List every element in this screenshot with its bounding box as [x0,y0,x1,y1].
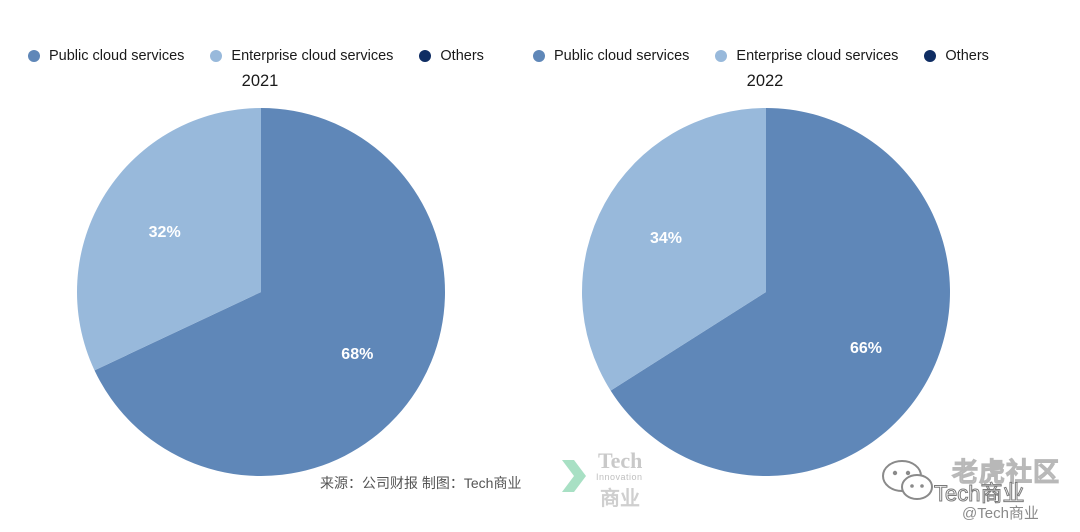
slice-label: 32% [149,224,181,241]
legend-item-public-cloud[interactable]: Public cloud services [28,48,184,64]
chart-2021: Public cloud services Enterprise cloud s… [0,0,520,532]
legend-label: Others [440,48,484,64]
watermark-community-text: 老虎社区 [951,457,1061,488]
chart-title: 2022 [746,72,784,90]
tech-logo: Tech Innovation 商业 [560,448,670,510]
legend-item-others[interactable]: Others [924,48,989,64]
legend-label: Enterprise cloud services [231,48,394,64]
legend-label: Others [945,48,989,64]
watermark: 老虎社区 Tech商业 @Tech商业 [880,452,1080,532]
slice-enterprise-cloud[interactable] [76,108,262,371]
logo-tech-text: Tech [598,448,643,473]
source-caption: 来源：公司财报 制图：Tech商业 [320,475,522,491]
legend: Public cloud services Enterprise cloud s… [533,48,989,64]
legend-label: Public cloud services [49,48,185,64]
legend-label: Enterprise cloud services [736,48,899,64]
pie-chart: 68% 32% [76,108,445,476]
swatch-others [419,50,432,62]
chart-2022: Public cloud services Enterprise cloud s… [505,0,1025,532]
watermark-brand-text: Tech商业 [933,481,1025,507]
legend-item-enterprise-cloud[interactable]: Enterprise cloud services [715,48,898,64]
legend: Public cloud services Enterprise cloud s… [28,48,484,64]
slice-public-cloud[interactable] [94,108,445,476]
legend-item-others[interactable]: Others [419,48,484,64]
swatch-enterprise-cloud [210,50,223,62]
slice-label: 34% [650,230,682,247]
slice-label: 68% [341,346,373,363]
logo-cn-text: 商业 [600,488,640,510]
wechat-icon [882,460,933,500]
swatch-public-cloud [28,50,40,62]
swatch-others [924,50,937,62]
slice-label: 66% [850,340,882,357]
logo-innovation-text: Innovation [596,472,643,482]
swatch-public-cloud [533,50,545,62]
slice-enterprise-cloud[interactable] [582,108,766,391]
legend-item-public-cloud[interactable]: Public cloud services [533,48,689,64]
chart-title: 2021 [241,72,279,90]
legend-label: Public cloud services [554,48,690,64]
swatch-enterprise-cloud [715,50,728,62]
slice-public-cloud[interactable] [610,108,950,477]
watermark-handle-text: @Tech商业 [962,505,1039,522]
chevron-logo-icon [562,460,586,492]
pie-chart: 66% 34% [582,108,950,477]
legend-item-enterprise-cloud[interactable]: Enterprise cloud services [210,48,393,64]
